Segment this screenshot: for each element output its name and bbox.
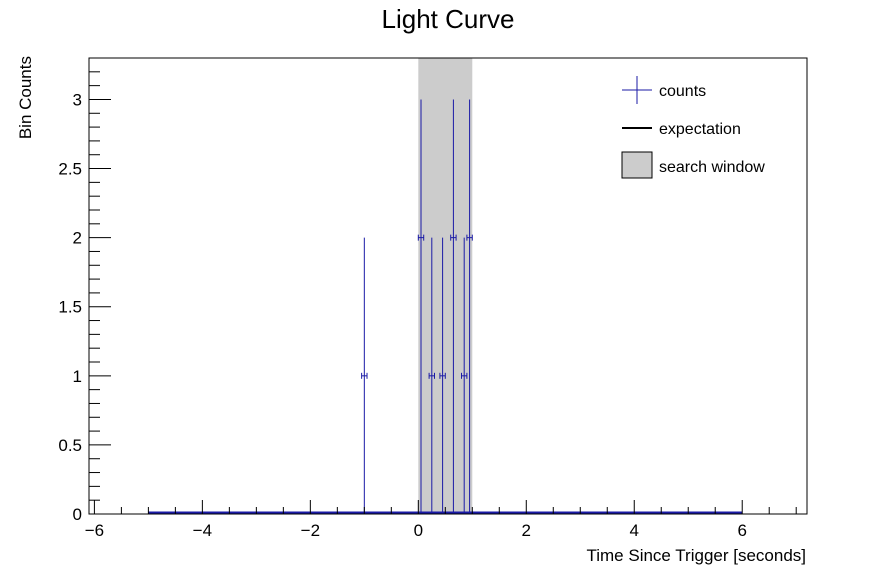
x-tick-label: 0	[414, 521, 423, 540]
legend-search-window-marker	[621, 151, 653, 179]
chart-title: Light Curve	[382, 4, 515, 34]
x-axis-title: Time Since Trigger [seconds]	[586, 546, 806, 565]
legend-entry-counts: counts	[622, 76, 706, 104]
x-tick-label: 6	[737, 521, 746, 540]
data-point	[450, 99, 457, 514]
y-tick-label: 0	[73, 505, 82, 524]
legend-entry-search-window: search window	[621, 151, 765, 179]
data-point	[417, 99, 425, 514]
x-tick-label: 2	[522, 521, 531, 540]
x-tick-label: −2	[301, 521, 320, 540]
counts-series	[361, 99, 473, 514]
legend-entry-expectation: expectation	[622, 121, 741, 138]
y-tick-label: 1.5	[58, 298, 82, 317]
legend-label-counts: counts	[659, 83, 706, 100]
y-tick-label: 3	[73, 90, 82, 109]
search-window-layer	[418, 58, 473, 514]
y-tick-label: 2.5	[58, 160, 82, 179]
data-point	[428, 237, 436, 514]
legend-label-search-window: search window	[659, 159, 765, 176]
search-window-band	[418, 58, 473, 514]
x-tick-label: 4	[630, 521, 639, 540]
y-axis-title: Bin Counts	[16, 56, 35, 139]
y-tick-label: 2	[73, 229, 82, 248]
data-point	[466, 99, 473, 514]
y-axis-ticks: 0 0.5 1 1.5 2 2.5 3	[58, 57, 111, 524]
plot-frame	[88, 57, 808, 515]
x-tick-label: −6	[85, 521, 104, 540]
x-axis-ticks: −6 −4 −2 0 2 4 6	[85, 500, 797, 540]
legend: counts expectation search window	[621, 76, 765, 179]
y-tick-label: 1	[73, 367, 82, 386]
legend-label-expectation: expectation	[659, 121, 741, 138]
data-point	[439, 237, 446, 514]
data-point	[460, 237, 468, 514]
y-tick-label: 0.5	[58, 436, 82, 455]
x-tick-label: −4	[193, 521, 212, 540]
data-point	[361, 237, 368, 514]
